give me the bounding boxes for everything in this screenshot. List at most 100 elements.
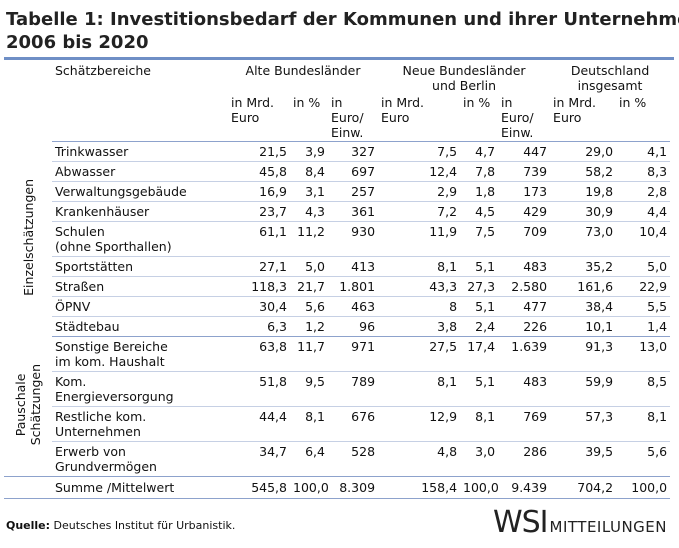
cell: 257	[328, 181, 379, 202]
cell: 23,7	[228, 201, 290, 222]
cell: 477	[498, 296, 551, 317]
cell: 73,0	[550, 221, 617, 257]
data-row: Restliche kom. Unternehmen 44,4 8,1 676 12,9…	[4, 406, 671, 442]
source-text: Deutsches Institut für Urbanistik.	[53, 519, 236, 532]
row-label: Verwaltungsgebäude	[52, 181, 228, 202]
row-label: ÖPNV	[52, 296, 228, 317]
section-label: Pauschale Schätzungen	[13, 364, 43, 446]
group-header: Alte Bundesländer	[245, 63, 361, 78]
header-row: Schätzbereiche Alte Bundesländer Neue Bund…	[4, 62, 670, 94]
cell: 59,9	[550, 371, 617, 407]
data-row: Verwaltungsgebäude 16,9 3,1 257 2,9 1,8 173 19,…	[4, 181, 671, 202]
cell: 10,1	[550, 316, 617, 337]
cell: 30,9	[550, 201, 617, 222]
unit-header: in %	[293, 95, 321, 110]
cell: 327	[328, 141, 379, 162]
cell: 91,3	[550, 336, 617, 372]
logo-mitteilungen: MITTEILUNGEN	[549, 518, 667, 536]
total-row: Summe /Mittelwert 545,8 100,0 8.309 158,4 100…	[4, 476, 671, 499]
total-empty	[4, 476, 52, 499]
cell: 13,0	[616, 336, 671, 372]
cell: 19,8	[550, 181, 617, 202]
cell: 35,2	[550, 256, 617, 277]
cell: 6,3	[228, 316, 290, 337]
cell: 5,6	[616, 441, 671, 477]
header-empty	[4, 94, 52, 142]
cell: 7,2	[378, 201, 461, 222]
unit-header: in Mrd. Euro	[553, 95, 597, 125]
header-label: Schätzbereiche	[55, 63, 151, 78]
cell: 6,4	[290, 441, 328, 477]
data-row: Krankenhäuser 23,7 4,3 361 7,2 4,5 429 30,9 4,4	[4, 201, 671, 222]
total-cell: 158,4	[378, 476, 461, 499]
data-row: Sportstätten 27,1 5,0 413 8,1 5,1 483 35,2 5,0	[4, 256, 671, 277]
group-header: Deutschland insgesamt	[570, 63, 650, 93]
row-label: Schulen (ohne Sporthallen)	[52, 221, 228, 257]
row-label: Erwerb von Grundvermögen	[52, 441, 228, 477]
cell: 676	[328, 406, 379, 442]
cell: 4,3	[290, 201, 328, 222]
cell: 5,1	[460, 296, 499, 317]
header-empty	[4, 62, 52, 94]
cell: 96	[328, 316, 379, 337]
unit-header: in %	[463, 95, 491, 110]
cell: 361	[328, 201, 379, 222]
data-row: Straßen 118,3 21,7 1.801 43,3 27,3 2.580 161,6 2…	[4, 276, 671, 297]
row-label: Trinkwasser	[52, 141, 228, 162]
cell: 21,5	[228, 141, 290, 162]
unit-header: in Euro/ Einw.	[331, 95, 364, 140]
title: Tabelle 1: Investitionsbedarf der Kommun…	[6, 8, 679, 54]
row-label: Krankenhäuser	[52, 201, 228, 222]
cell: 1,2	[290, 316, 328, 337]
total-cell: 9.439	[498, 476, 551, 499]
cell: 463	[328, 296, 379, 317]
cell: 9,5	[290, 371, 328, 407]
cell: 57,3	[550, 406, 617, 442]
total-cell: 8.309	[328, 476, 379, 499]
cell: 44,4	[228, 406, 290, 442]
cell: 10,4	[616, 221, 671, 257]
cell: 1.801	[328, 276, 379, 297]
unit-header: in Mrd. Euro	[381, 95, 425, 125]
row-label: Abwasser	[52, 161, 228, 182]
cell: 8,1	[290, 406, 328, 442]
data-row: Kom. Energieversorgung 51,8 9,5 789 8,1 5,1 48…	[4, 371, 671, 407]
cell: 8,5	[616, 371, 671, 407]
unit-header: in %	[619, 95, 647, 110]
cell: 930	[328, 221, 379, 257]
cell: 51,8	[228, 371, 290, 407]
cell: 7,5	[378, 141, 461, 162]
cell: 769	[498, 406, 551, 442]
cell: 5,6	[290, 296, 328, 317]
cell: 12,9	[378, 406, 461, 442]
data-row: Pauschale Schätzungen Sonstige Bereiche i…	[4, 336, 671, 445]
cell: 11,7	[290, 336, 328, 372]
cell: 4,4	[616, 201, 671, 222]
cell: 697	[328, 161, 379, 182]
cell: 2,4	[460, 316, 499, 337]
cell: 709	[498, 221, 551, 257]
cell: 3,8	[378, 316, 461, 337]
group-header: Neue Bundesländer und Berlin	[402, 63, 526, 93]
cell: 11,9	[378, 221, 461, 257]
cell: 1,4	[616, 316, 671, 337]
cell: 2.580	[498, 276, 551, 297]
data-row: Abwasser 45,8 8,4 697 12,4 7,8 739 58,2 8,3	[4, 161, 671, 182]
cell: 16,9	[228, 181, 290, 202]
cell: 22,9	[616, 276, 671, 297]
total-cell: 100,0	[616, 476, 671, 499]
cell: 226	[498, 316, 551, 337]
cell: 4,8	[378, 441, 461, 477]
row-label: Städtebau	[52, 316, 228, 337]
cell: 12,4	[378, 161, 461, 182]
cell: 5,1	[460, 371, 499, 407]
cell: 30,4	[228, 296, 290, 317]
cell: 5,1	[460, 256, 499, 277]
cell: 161,6	[550, 276, 617, 297]
cell: 4,7	[460, 141, 499, 162]
cell: 8,1	[616, 406, 671, 442]
total-label: Summe /Mittelwert	[52, 476, 228, 499]
data-row: Schulen (ohne Sporthallen) 61,1 11,2 930 11,…	[4, 221, 671, 257]
cell: 447	[498, 141, 551, 162]
data-row: Erwerb von Grundvermögen 34,7 6,4 528 4,8 3,0…	[4, 441, 671, 477]
